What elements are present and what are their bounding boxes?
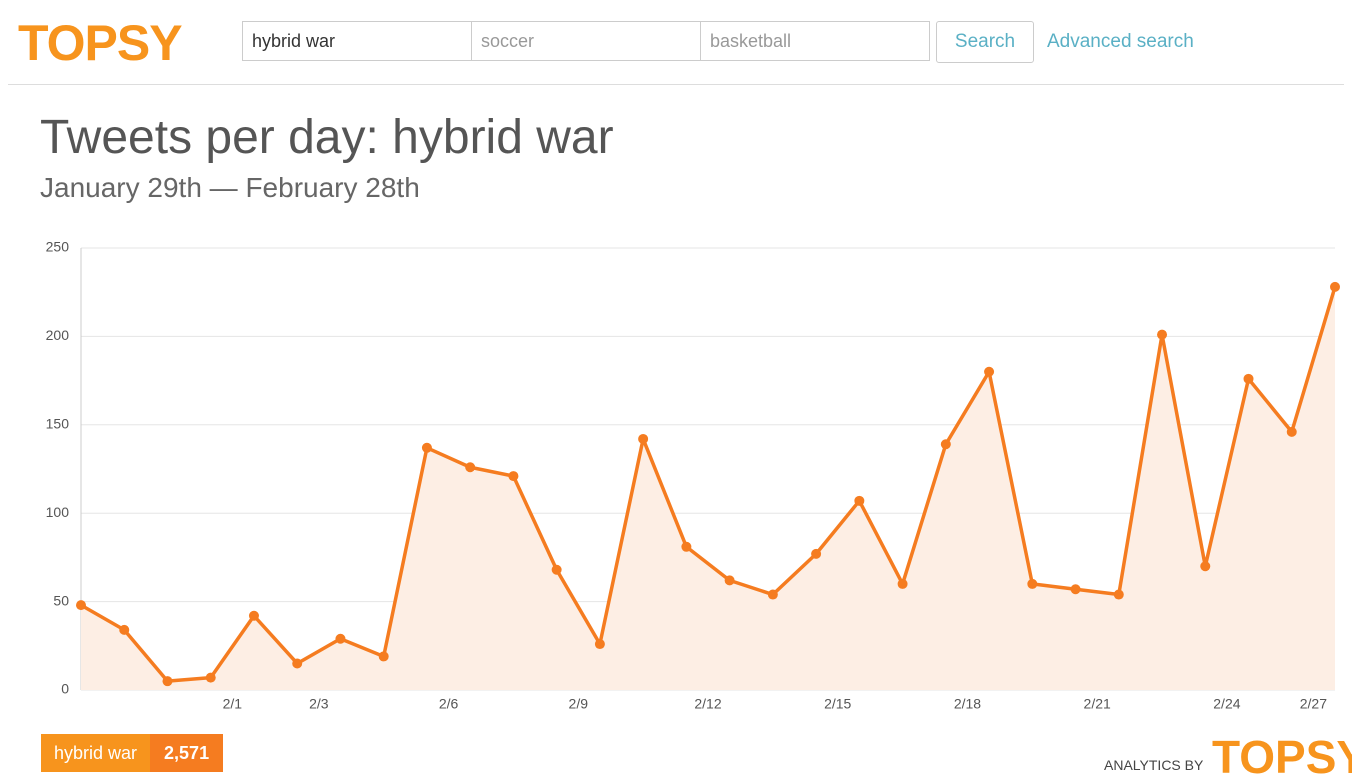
point: [811, 548, 822, 559]
point: [292, 658, 303, 669]
legend-name: hybrid war: [41, 734, 151, 772]
x-tick-label: 2/1: [223, 696, 243, 712]
point: [1157, 329, 1168, 340]
point: [594, 639, 605, 650]
footer-logo: TOPSY: [1212, 731, 1352, 783]
point: [724, 575, 735, 586]
point: [1286, 426, 1297, 437]
x-tick-label: 2/24: [1213, 696, 1240, 712]
x-tick-label: 2/3: [309, 696, 329, 712]
point: [1070, 584, 1081, 595]
search-input[interactable]: soccer: [471, 21, 701, 61]
point: [681, 541, 692, 552]
point: [205, 672, 216, 683]
point: [465, 462, 476, 473]
point: [1113, 589, 1124, 600]
analytics-by: ANALYTICS BY: [1104, 757, 1204, 773]
point: [76, 600, 86, 611]
x-tick-label: 2/27: [1300, 696, 1327, 712]
y-tick-label: 50: [53, 592, 69, 608]
point: [897, 578, 908, 589]
legend[interactable]: hybrid war 2,571: [41, 734, 224, 772]
y-tick-label: 0: [61, 681, 69, 697]
point: [421, 442, 432, 453]
advanced-search-link[interactable]: Advanced search: [1047, 31, 1194, 52]
y-tick-label: 100: [46, 504, 70, 520]
x-tick-label: 2/21: [1084, 696, 1111, 712]
divider: [8, 84, 1344, 85]
legend-total: 2,571: [150, 734, 224, 772]
point: [1330, 281, 1340, 292]
point: [248, 610, 259, 621]
line: [80, 286, 1337, 683]
area: [81, 286, 1335, 690]
point: [1243, 373, 1254, 384]
logo[interactable]: TOPSY: [18, 15, 183, 71]
y-tick-label: 250: [46, 239, 70, 255]
point: [335, 633, 346, 644]
y-tick-label: 150: [46, 416, 70, 432]
x-tick-label: 2/18: [954, 696, 981, 712]
y-tick-label: 200: [46, 327, 70, 343]
point: [984, 366, 995, 377]
point: [854, 495, 865, 506]
search-input[interactable]: basketball: [700, 21, 930, 61]
x-tick-label: 2/15: [824, 696, 851, 712]
point: [551, 564, 562, 575]
chart-title: Tweets per day: hybrid war: [40, 111, 614, 164]
search-input[interactable]: hybrid war: [242, 21, 472, 61]
point: [638, 433, 649, 444]
point: [1200, 561, 1211, 572]
search-button[interactable]: Search: [936, 21, 1034, 63]
point: [508, 471, 519, 482]
point: [767, 589, 778, 600]
chart: 0 50 100 150 200 250 2/1 2/3 2/6 2/9 2/12 2/15 2/18 2…: [46, 239, 1340, 712]
x-tick-label: 2/9: [569, 696, 589, 712]
x-tick-label: 2/12: [694, 696, 721, 712]
point: [1027, 578, 1038, 589]
chart-subtitle: January 29th — February 28th: [40, 172, 420, 203]
point: [162, 676, 173, 687]
point: [119, 624, 130, 635]
point: [378, 651, 389, 662]
x-tick-label: 2/6: [439, 696, 459, 712]
point: [940, 439, 951, 450]
